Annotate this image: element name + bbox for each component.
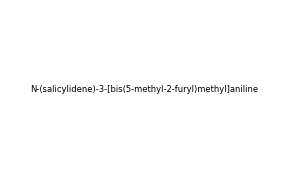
Text: N-(salicylidene)-3-[bis(5-methyl-2-furyl)methyl]aniline: N-(salicylidene)-3-[bis(5-methyl-2-furyl… [30, 85, 258, 94]
